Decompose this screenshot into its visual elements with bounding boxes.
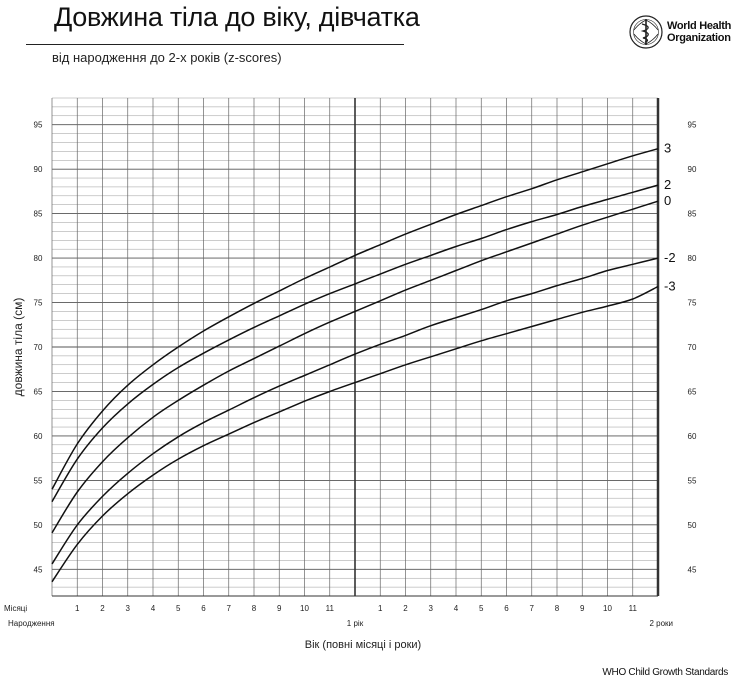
series-line-z-2 — [51, 257, 659, 565]
x-month-tick-label: 2 — [100, 604, 105, 613]
x-month-tick-label: 10 — [603, 604, 612, 613]
y-tick-label-left: 70 — [34, 343, 43, 352]
y-tick-label-left: 90 — [34, 165, 43, 174]
x-month-tick-label: 3 — [126, 604, 131, 613]
x-month-tick-label: 10 — [300, 604, 309, 613]
chart-subtitle: від народження до 2-х років (z-scores) — [52, 50, 282, 65]
who-logo-block: World Health Organization — [628, 14, 731, 50]
x-month-tick-label: 1 — [378, 604, 383, 613]
x-month-tick-label: 1 — [75, 604, 80, 613]
footer-source: WHO Child Growth Standards — [602, 667, 728, 678]
y-tick-label-right: 50 — [688, 521, 697, 530]
x-month-tick-label: 4 — [454, 604, 459, 613]
x-year-label: 2 роки — [649, 619, 673, 628]
org-name-line2: Organization — [667, 32, 731, 44]
y-tick-label-right: 95 — [688, 121, 697, 130]
y-tick-label-right: 80 — [688, 254, 697, 263]
x-month-tick-label: 5 — [176, 604, 181, 613]
series-line-z3 — [51, 147, 659, 490]
y-tick-label-right: 65 — [688, 387, 697, 396]
y-tick-label-right: 70 — [688, 343, 697, 352]
x-axis-title: Вік (повні місяці і роки) — [305, 639, 421, 651]
y-tick-label-right: 45 — [688, 565, 697, 574]
x-month-tick-label: 8 — [252, 604, 257, 613]
x-month-tick-label: 11 — [629, 604, 638, 613]
y-tick-label-left: 50 — [34, 521, 43, 530]
x-month-tick-label: 5 — [479, 604, 484, 613]
x-month-tick-label: 7 — [227, 604, 232, 613]
series-label-z3: 3 — [664, 141, 671, 156]
x-year-label: Народження — [8, 619, 55, 628]
series-label-z0: 0 — [664, 193, 671, 208]
x-month-tick-label: 4 — [151, 604, 156, 613]
y-tick-label-right: 90 — [688, 165, 697, 174]
y-tick-label-right: 75 — [688, 299, 697, 308]
x-month-tick-label: 11 — [326, 604, 335, 613]
y-tick-label-left: 45 — [34, 565, 43, 574]
y-axis-title: довжина тіла (см) — [11, 298, 25, 397]
y-tick-label-left: 95 — [34, 121, 43, 130]
series-line-z2 — [51, 184, 659, 503]
x-month-tick-label: 2 — [403, 604, 408, 613]
y-tick-label-left: 65 — [34, 387, 43, 396]
x-month-tick-label: 8 — [555, 604, 560, 613]
chart-title: Довжина тіла до віку, дівчатка — [54, 2, 420, 32]
who-org-name: World Health Organization — [667, 20, 731, 44]
x-month-tick-label: 6 — [201, 604, 206, 613]
x-month-tick-label: 3 — [429, 604, 434, 613]
series-line-z-3 — [51, 285, 659, 583]
y-tick-label-left: 75 — [34, 299, 43, 308]
y-tick-label-right: 55 — [688, 476, 697, 485]
series-label-z2: 2 — [664, 177, 671, 192]
y-tick-label-right: 85 — [688, 210, 697, 219]
y-tick-label-left: 80 — [34, 254, 43, 263]
x-month-tick-label: 6 — [504, 604, 509, 613]
x-year-label: 1 рік — [347, 619, 364, 628]
y-tick-label-right: 60 — [688, 432, 697, 441]
x-month-tick-label: 9 — [580, 604, 585, 613]
y-tick-label-left: 85 — [34, 210, 43, 219]
series-label-z-2: -2 — [664, 250, 676, 265]
org-name-line1: World Health — [667, 20, 732, 32]
who-emblem-icon — [629, 15, 663, 49]
series-line-z0 — [51, 200, 659, 534]
y-tick-label-left: 55 — [34, 476, 43, 485]
series-label-z-3: -3 — [664, 279, 676, 294]
x-unit-label: Місяці — [4, 604, 27, 613]
y-tick-label-left: 60 — [34, 432, 43, 441]
title-underline — [26, 44, 404, 45]
x-month-tick-label: 9 — [277, 604, 282, 613]
x-month-tick-label: 7 — [530, 604, 535, 613]
